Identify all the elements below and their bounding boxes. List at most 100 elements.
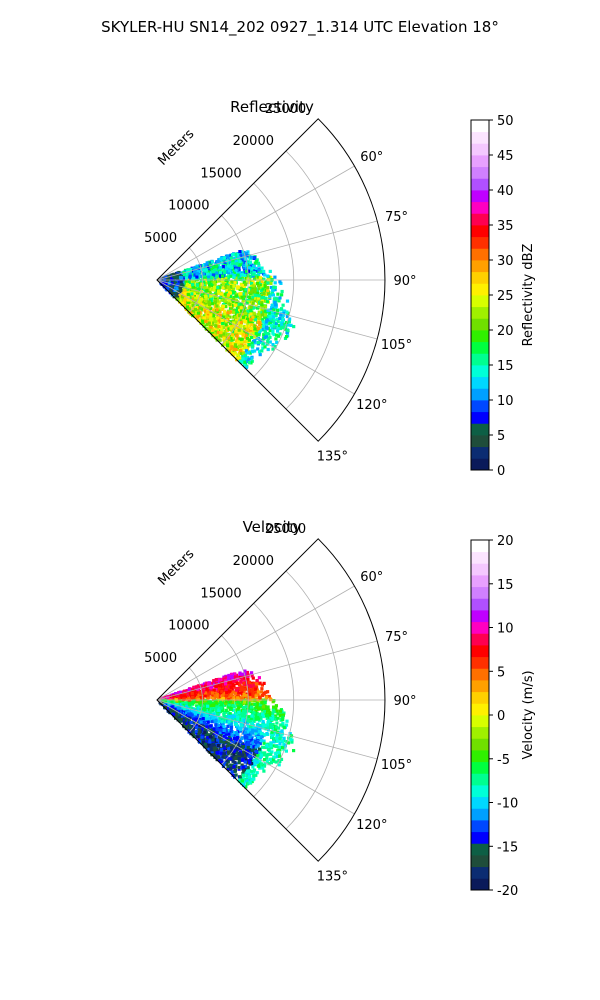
echo-pixel <box>206 270 210 274</box>
echo-pixel <box>198 701 202 705</box>
echo-pixel <box>271 343 275 347</box>
echo-pixel <box>246 336 250 341</box>
echo-pixel <box>207 302 212 307</box>
echo-pixel <box>282 726 286 730</box>
echo-pixel <box>258 276 262 280</box>
echo-pixel <box>246 730 250 734</box>
echo-pixel <box>236 336 240 340</box>
echo-pixel <box>246 288 250 292</box>
echo-pixel <box>197 700 201 704</box>
echo-pixel <box>240 736 244 740</box>
echo-pixel <box>202 721 206 725</box>
echo-pixel <box>235 271 239 275</box>
echo-pixel <box>278 759 282 763</box>
echo-pixel <box>237 351 241 355</box>
echo-pixel <box>216 285 220 290</box>
echo-pixel <box>262 333 266 337</box>
echo-pixel <box>194 305 198 310</box>
echo-pixel <box>226 285 230 289</box>
echo-pixel <box>250 341 254 345</box>
echo-pixel <box>188 283 192 288</box>
echo-pixel <box>229 256 234 260</box>
echo-pixel <box>220 274 225 278</box>
echo-pixel <box>232 256 236 261</box>
echo-pixel <box>281 721 285 725</box>
echo-pixel <box>240 777 244 781</box>
echo-pixel <box>233 351 237 355</box>
echo-pixel <box>178 719 182 723</box>
colorbar-swatch <box>471 143 489 156</box>
echo-pixel <box>240 273 244 277</box>
echo-pixel <box>253 339 257 343</box>
echo-pixel <box>255 282 259 286</box>
echo-pixel <box>186 710 191 714</box>
echo-pixel <box>268 328 272 332</box>
echo-pixel <box>180 298 184 302</box>
echo-pixel <box>272 297 276 301</box>
echo-pixel <box>274 313 278 318</box>
echo-pixel <box>203 727 207 731</box>
echo-pixel <box>256 743 260 747</box>
echo-pixel <box>244 287 248 292</box>
echo-pixel <box>229 685 233 689</box>
echo-pixel <box>280 320 284 324</box>
range-axis-label: Meters <box>155 126 197 168</box>
echo-pixel <box>223 760 227 764</box>
echo-pixel <box>237 269 241 273</box>
echo-pixel <box>269 752 273 756</box>
echo-pixel <box>199 720 203 724</box>
echo-pixel <box>187 291 191 295</box>
colorbar-swatch <box>471 411 489 424</box>
azimuth-tick-label: 90° <box>393 274 416 289</box>
echo-pixel <box>205 725 209 729</box>
echo-pixel <box>216 712 220 716</box>
echo-pixel <box>259 717 263 721</box>
echo-pixel <box>244 344 248 348</box>
echo-pixel <box>239 302 243 306</box>
echo-pixel <box>228 712 232 716</box>
echo-pixel <box>168 291 173 295</box>
echo-pixel <box>227 327 231 331</box>
echo-pixel <box>240 258 244 262</box>
echo-pixel <box>234 773 238 777</box>
echo-pixel <box>225 697 229 701</box>
velocity-panel: Velocity60°75°90°105°120°135°50001000015… <box>144 518 536 899</box>
echo-pixel <box>270 304 274 308</box>
echo-pixel <box>193 709 197 713</box>
echo-pixel <box>192 288 196 292</box>
echo-pixel <box>233 760 237 764</box>
echo-pixel <box>250 674 254 678</box>
echo-pixel <box>253 753 257 757</box>
echo-pixel <box>233 767 237 771</box>
echo-pixel <box>257 294 261 298</box>
echo-pixel <box>205 745 209 749</box>
echo-pixel <box>269 744 273 748</box>
echo-pixel <box>246 732 250 736</box>
echo-pixel <box>219 684 223 688</box>
echo-pixel <box>212 308 216 312</box>
echo-pixel <box>239 292 243 296</box>
echo-pixel <box>257 263 261 267</box>
echo-pixel <box>199 306 203 310</box>
echo-pixel <box>288 732 292 736</box>
echo-pixel <box>273 344 277 348</box>
echo-pixel <box>220 298 224 302</box>
echo-pixel <box>239 325 243 329</box>
echo-pixel <box>251 315 255 319</box>
echo-pixel <box>225 278 229 283</box>
echo-pixel <box>257 321 261 325</box>
colorbar-swatch <box>471 353 489 366</box>
echo-pixel <box>205 714 209 718</box>
echo-pixel <box>253 747 258 751</box>
echo-pixel <box>210 317 214 322</box>
panel-title: Reflectivity <box>230 98 314 116</box>
echo-pixel <box>221 723 225 727</box>
echo-pixel <box>235 751 239 755</box>
echo-pixel <box>226 275 230 279</box>
echo-pixel <box>280 323 284 327</box>
echo-pixel <box>195 271 199 275</box>
echo-pixel <box>234 252 238 256</box>
echo-pixel <box>263 305 267 309</box>
echo-pixel <box>247 361 251 365</box>
echo-pixel <box>209 267 213 271</box>
